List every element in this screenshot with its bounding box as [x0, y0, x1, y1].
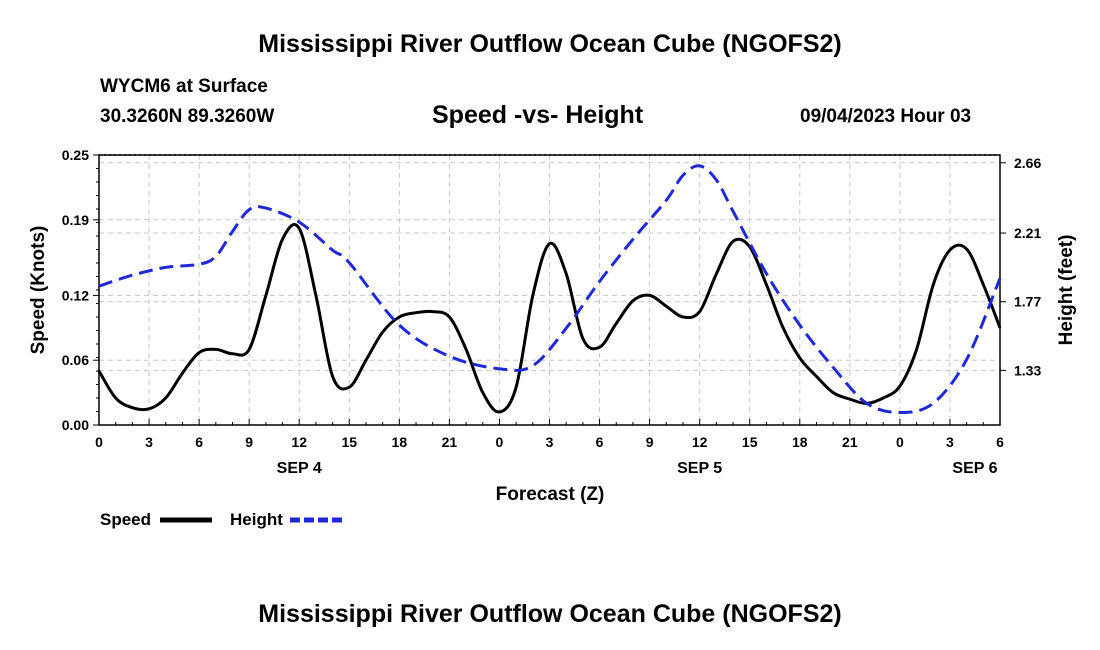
day-label: SEP 6 [952, 460, 997, 477]
x-tick-label: 0 [896, 434, 904, 450]
x-tick-label: 6 [596, 434, 604, 450]
y-tick-label: 0.06 [62, 352, 89, 368]
footer-title: Mississippi River Outflow Ocean Cube (NG… [258, 600, 842, 628]
y-tick-label: 0.12 [62, 287, 89, 303]
x-tick-label: 3 [946, 434, 954, 450]
x-tick-label: 6 [195, 434, 203, 450]
legend-label-speed: Speed [100, 510, 151, 529]
y-tick-label: 0.25 [62, 147, 89, 163]
chart-title: Mississippi River Outflow Ocean Cube (NG… [258, 30, 842, 58]
y-tick-label: 0.00 [62, 417, 89, 433]
x-tick-label: 9 [245, 434, 253, 450]
x-tick-label: 21 [842, 434, 858, 450]
y2-tick-label: 2.66 [1014, 155, 1041, 171]
x-tick-label: 12 [692, 434, 708, 450]
x-tick-label: 18 [392, 434, 408, 450]
legend-label-height: Height [230, 510, 283, 529]
day-label: SEP 5 [677, 460, 722, 477]
legend: Speed Height [100, 510, 342, 529]
x-tick-label: 15 [742, 434, 758, 450]
series-layer [97, 164, 1002, 414]
label-layer: 0 3 6 9 12 15 18 21 0 3 6 9 12 15 18 21 0 3 6 SEP 4 SEP 5 SEP… [62, 147, 1042, 477]
x-tick-label: 3 [546, 434, 554, 450]
chart-subtitle: Speed -vs- Height [432, 101, 644, 129]
y-tick-label: 0.19 [62, 212, 89, 228]
station-label: WYCM6 at Surface [100, 76, 268, 97]
x-tick-label: 12 [291, 434, 307, 450]
x-tick-label: 21 [442, 434, 458, 450]
x-tick-label: 18 [792, 434, 808, 450]
x-tick-label: 0 [496, 434, 504, 450]
x-tick-label: 15 [341, 434, 357, 450]
x-tick-label: 3 [145, 434, 153, 450]
series-line-height [98, 164, 1002, 414]
series-line-speed [97, 223, 1002, 414]
y-axis-label: Speed (Knots) [28, 226, 49, 355]
y2-tick-label: 2.21 [1014, 225, 1041, 241]
x-tick-label: 9 [646, 434, 654, 450]
y2-tick-label: 1.33 [1014, 362, 1041, 378]
y2-tick-label: 1.77 [1014, 294, 1041, 310]
tick-layer [93, 154, 1006, 426]
y2-axis-label: Height (feet) [1056, 235, 1077, 346]
day-label: SEP 4 [277, 460, 322, 477]
coordinates-label: 30.3260N 89.3260W [100, 106, 275, 127]
x-axis-label: Forecast (Z) [496, 484, 605, 505]
grid-layer [99, 155, 1000, 425]
datetime-label: 09/04/2023 Hour 03 [800, 106, 972, 127]
x-tick-label: 0 [95, 434, 103, 450]
x-tick-label: 6 [996, 434, 1004, 450]
